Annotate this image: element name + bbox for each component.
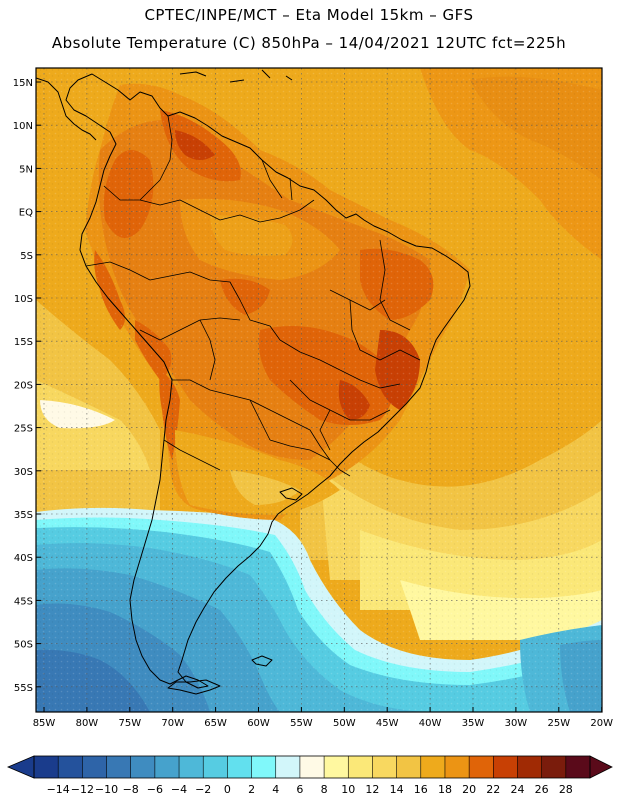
colorbar-swatch (299, 756, 325, 778)
colorbar-swatch (203, 756, 228, 778)
latitude-label: 5N (19, 164, 33, 175)
colorbar-low-arrow (6, 755, 35, 779)
colorbar-swatch (251, 756, 277, 778)
central-america-coast (36, 77, 97, 141)
colorbar-label: −2 (195, 783, 211, 796)
colorbar-swatch (227, 756, 253, 778)
latitude-label: 40S (14, 553, 33, 564)
colorbar-label: 6 (296, 783, 303, 796)
longitude-label: 65W (204, 718, 227, 729)
colorbar-swatch (396, 756, 422, 778)
colorbar-label: 2 (248, 783, 255, 796)
longitude-label: 60W (247, 718, 270, 729)
longitude-label: 55W (290, 718, 313, 729)
longitude-label: 35W (462, 718, 485, 729)
latitude-label: 5S (20, 251, 33, 262)
colorbar-high-arrow (589, 755, 613, 779)
colorbar-swatch (420, 756, 446, 778)
colorbar-label: 28 (559, 783, 573, 796)
colorbar-label: −8 (123, 783, 139, 796)
falklands (251, 655, 273, 667)
south-america-coastline (65, 73, 471, 689)
colorbar-label: −10 (95, 783, 118, 796)
longitude-label: 30W (505, 718, 528, 729)
colorbar-label: −12 (71, 783, 94, 796)
colorbar-label: −14 (47, 783, 70, 796)
latitude-label: 20S (14, 380, 33, 391)
coastlines-and-borders (36, 69, 471, 695)
colorbar-label: 8 (321, 783, 328, 796)
colorbar-label: 22 (486, 783, 500, 796)
colorbar-swatch (517, 756, 543, 778)
colorbar-swatch (130, 756, 156, 778)
colorbar-label: 16 (414, 783, 428, 796)
colorbar-swatch (275, 756, 301, 778)
temperature-field (36, 68, 602, 712)
colorbar-label: 12 (365, 783, 379, 796)
latitude-label: 25S (14, 424, 33, 435)
tierra-del-fuego (167, 679, 221, 695)
colorbar: −14 −12 −10 −8 −6 −4 −2 0 2 4 6 8 10 12 14 16 18 20 22 24 26… (6, 755, 613, 796)
latitude-label: 15N (13, 78, 33, 89)
colorbar-label: 10 (341, 783, 355, 796)
colorbar-swatch (372, 756, 398, 778)
colorbar-swatch (541, 756, 567, 778)
latitude-label: 10N (13, 121, 33, 132)
colorbar-swatch (154, 756, 180, 778)
colorbar-label: 14 (390, 783, 404, 796)
colorbar-label: 4 (272, 783, 279, 796)
latitude-label: 55S (14, 683, 33, 694)
map-title-line-2: Absolute Temperature (C) 850hPa – 14/04/… (51, 34, 567, 52)
latitude-labels: 15N 10N 5N EQ 5S 10S 15S 20S 25S 30S 35S 40S 45S 50S 5… (13, 78, 41, 694)
longitude-labels: 85W 80W 75W 70W 65W 60W 55W 50W 45W 40W 35W 30W 25W 2… (33, 707, 613, 729)
river-plate (279, 487, 303, 501)
colorbar-label: −6 (147, 783, 163, 796)
country-borders (85, 115, 421, 477)
latitude-label: EQ (19, 208, 33, 219)
longitude-label: 50W (333, 718, 356, 729)
colorbar-label: 24 (510, 783, 524, 796)
colorbar-swatch (58, 756, 83, 778)
colorbar-swatch (324, 756, 349, 778)
colorbar-swatch (469, 756, 494, 778)
longitude-label: 20W (590, 718, 613, 729)
colorbar-label: 18 (438, 783, 452, 796)
latitude-label: 35S (14, 510, 33, 521)
colorbar-swatch (493, 756, 518, 778)
colorbar-swatch (34, 756, 59, 778)
longitude-label: 70W (161, 718, 184, 729)
colorbar-swatch (82, 756, 108, 778)
latitude-label: 45S (14, 596, 33, 607)
latitude-label: 30S (14, 467, 33, 478)
longitude-label: 75W (118, 718, 141, 729)
latitude-label: 50S (14, 640, 33, 651)
colorbar-swatch (348, 756, 373, 778)
longitude-label: 45W (376, 718, 399, 729)
longitude-label: 80W (76, 718, 99, 729)
longitude-label: 25W (547, 718, 570, 729)
colorbar-label: −4 (171, 783, 187, 796)
longitude-label: 85W (33, 718, 56, 729)
colorbar-label: 20 (462, 783, 476, 796)
map-title-line-1: CPTEC/INPE/MCT – Eta Model 15km – GFS (144, 6, 474, 24)
caribbean-islands (179, 69, 293, 83)
colorbar-swatch (179, 756, 204, 778)
colorbar-label: 0 (224, 783, 231, 796)
map-frame (35, 67, 603, 713)
colorbar-swatch (106, 756, 132, 778)
longitude-label: 40W (419, 718, 442, 729)
colorbar-swatch (565, 756, 591, 778)
colorbar-label: 26 (535, 783, 549, 796)
colorbar-swatch (444, 756, 470, 778)
latitude-label: 10S (14, 294, 33, 305)
latitude-label: 15S (14, 337, 33, 348)
